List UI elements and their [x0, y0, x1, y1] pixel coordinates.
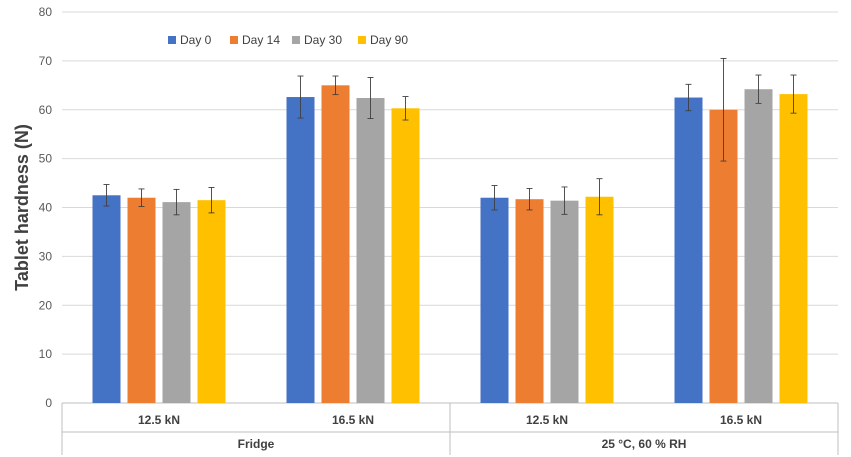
y-tick-label: 20: [39, 298, 53, 312]
y-tick-label: 30: [39, 249, 53, 263]
error-bars: [103, 57, 797, 216]
y-tick-label: 60: [39, 103, 53, 117]
bar-day-30: [356, 98, 385, 404]
y-tick-label: 50: [39, 152, 53, 166]
bar-day-30: [550, 200, 579, 403]
axis-labels: 0 10 20 30 40 50 60 70 80 Tablet hardness (N) 12.5…: [12, 5, 762, 451]
legend-swatch: [292, 36, 300, 44]
bars: [92, 85, 808, 404]
legend-swatch: [358, 36, 366, 44]
legend-label: Day 14: [242, 33, 280, 47]
y-tick-label: 40: [39, 201, 53, 215]
gridlines: [62, 11, 838, 404]
x-category-label: 16.5 kN: [332, 413, 374, 427]
bar-day-0: [286, 97, 315, 403]
y-tick-label: 80: [39, 5, 53, 19]
bar-day-0: [674, 97, 703, 403]
x-group-label: 25 °C, 60 % RH: [602, 437, 687, 451]
bar-day-90: [585, 196, 614, 403]
bar-day-0: [480, 197, 509, 403]
legend-label: Day 30: [304, 33, 342, 47]
bar-day-14: [321, 85, 350, 403]
legend-swatch: [168, 36, 176, 44]
legend-label: Day 90: [370, 33, 408, 47]
y-tick-label: 10: [39, 347, 53, 361]
bar-day-14: [127, 197, 156, 403]
bar-day-90: [779, 94, 808, 404]
x-category-label: 16.5 kN: [720, 413, 762, 427]
x-category-label: 12.5 kN: [526, 413, 568, 427]
x-group-label: Fridge: [238, 437, 275, 451]
bar-day-30: [162, 202, 191, 403]
x-category-label: 12.5 kN: [138, 413, 180, 427]
legend: Day 0 Day 14 Day 30 Day 90: [168, 33, 408, 47]
bar-day-0: [92, 195, 121, 403]
legend-swatch: [230, 36, 238, 44]
axes: [61, 402, 839, 455]
bar-day-14: [515, 199, 544, 403]
y-axis-title: Tablet hardness (N): [12, 124, 32, 291]
bar-day-30: [744, 89, 773, 403]
bar-day-90: [197, 200, 226, 403]
bar-day-90: [391, 108, 420, 403]
legend-label: Day 0: [180, 33, 212, 47]
y-tick-label: 0: [45, 396, 52, 410]
y-tick-label: 70: [39, 54, 53, 68]
